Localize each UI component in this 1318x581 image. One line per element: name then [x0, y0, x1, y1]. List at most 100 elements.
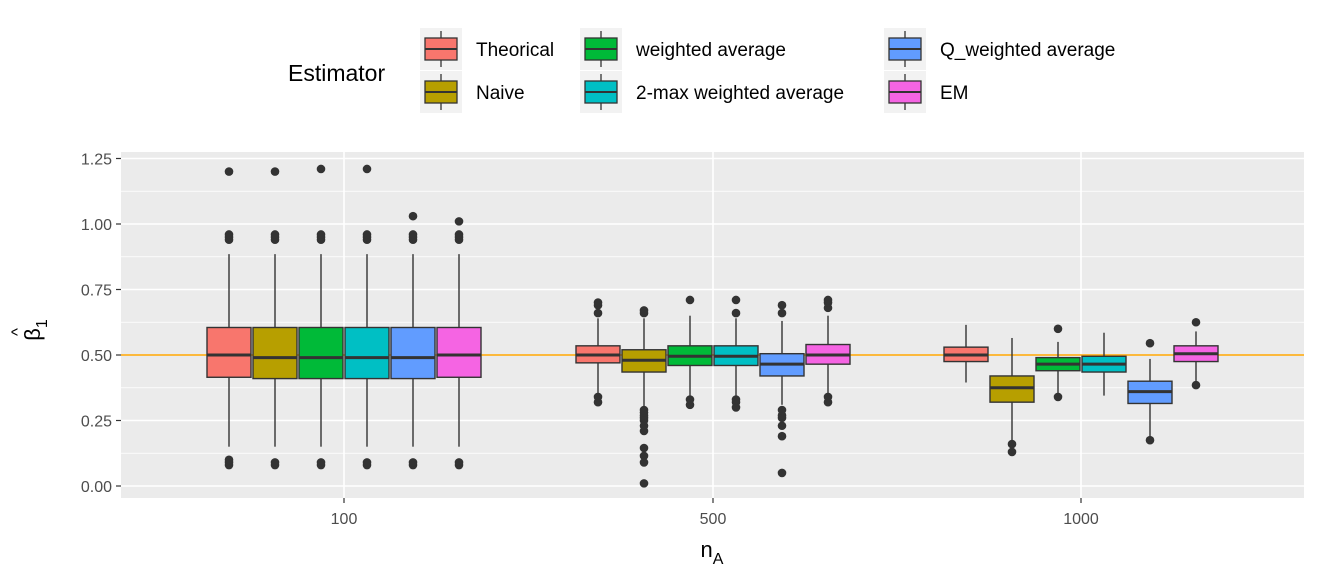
legend-label: Q_weighted average [940, 40, 1115, 61]
legend-label: Naive [476, 83, 525, 104]
y-tick-label: 0.00 [81, 479, 112, 496]
box-group [805, 295, 851, 407]
box-group [989, 337, 1035, 457]
y-axis-title-main: β [20, 328, 45, 341]
x-axis-title-subscript: A [713, 551, 724, 568]
outlier-point [777, 300, 787, 310]
legend-label: 2-max weighted average [636, 83, 844, 104]
legend-item: weighted average [580, 28, 786, 70]
box-group [206, 167, 252, 470]
outlier-point [777, 421, 787, 431]
box-group [1081, 332, 1127, 396]
y-tick-label: 1.25 [81, 152, 112, 169]
outlier-point [224, 230, 234, 239]
legend: Estimator Theorical Naive weighted averag… [288, 28, 1115, 113]
box-group [298, 164, 344, 470]
outlier-point [224, 167, 234, 176]
y-tick-label: 0.50 [81, 348, 112, 365]
outlier-point [1007, 439, 1017, 449]
outlier-point [270, 167, 280, 176]
outlier-point [823, 295, 833, 305]
box-group [1035, 324, 1081, 402]
legend-label: weighted average [635, 40, 786, 61]
outlier-point [270, 458, 280, 467]
outlier-point [454, 217, 464, 226]
y-axis-title-text: β1 [20, 319, 51, 341]
outlier-point [316, 230, 326, 239]
outlier-point [639, 479, 649, 488]
outlier-point [1053, 392, 1063, 402]
box-group [621, 306, 667, 488]
outlier-point [1007, 447, 1017, 457]
y-axis: 0.00 0.25 0.50 0.75 1.00 1.25 [81, 152, 121, 496]
outlier-point [1191, 380, 1201, 390]
box-group [667, 295, 713, 410]
x-axis-title: nA [701, 537, 724, 568]
x-tick-label: 500 [700, 511, 727, 528]
box-group [1173, 317, 1219, 390]
outlier-point [408, 211, 418, 221]
legend-item: Q_weighted average [884, 28, 1115, 70]
box [298, 326, 344, 380]
box [436, 326, 482, 378]
outlier-point [224, 455, 234, 465]
outlier-point [454, 458, 464, 467]
box-group [436, 217, 482, 470]
y-axis-title-hat: ^ [8, 328, 27, 336]
x-axis-title-main: n [701, 537, 713, 562]
outlier-point [777, 468, 787, 478]
outlier-point [639, 405, 649, 415]
box-group [390, 211, 436, 470]
legend-label: EM [940, 83, 969, 104]
outlier-point [685, 295, 695, 305]
outlier-point [270, 230, 280, 239]
boxes [206, 164, 1219, 488]
outlier-point [593, 392, 603, 402]
y-axis-title: β1 ^ [8, 319, 51, 341]
legend-title: Estimator [288, 60, 385, 86]
x-axis: 100 500 1000 [331, 498, 1099, 528]
outlier-point [777, 308, 787, 318]
box-group [759, 300, 805, 478]
legend-items: Theorical Naive weighted average 2-max wei… [420, 28, 1115, 113]
box [206, 326, 252, 378]
outlier-point [639, 443, 649, 453]
box-group [575, 298, 621, 407]
outlier-point [823, 392, 833, 402]
legend-item: Naive [420, 71, 525, 113]
outlier-point [1191, 317, 1201, 327]
box [344, 326, 390, 380]
outlier-point [639, 451, 649, 461]
legend-item: 2-max weighted average [580, 71, 844, 113]
x-tick-label: 1000 [1063, 511, 1099, 528]
outlier-point [731, 308, 741, 318]
box-group [344, 164, 390, 470]
legend-label: Theorical [476, 40, 554, 61]
outlier-point [593, 308, 603, 318]
outlier-point [1145, 435, 1155, 445]
box-group [252, 167, 298, 470]
outlier-point [362, 230, 372, 239]
outlier-point [777, 431, 787, 441]
box [390, 326, 436, 380]
outlier-point [593, 298, 603, 307]
y-axis-title-subscript: 1 [34, 319, 51, 328]
outlier-point [777, 405, 787, 415]
outlier-point [408, 458, 418, 467]
outlier-point [408, 230, 418, 239]
legend-item: EM [884, 71, 969, 113]
outlier-point [362, 164, 372, 174]
y-tick-label: 1.00 [81, 217, 112, 234]
box-group [713, 295, 759, 412]
outlier-point [731, 395, 741, 404]
y-tick-label: 0.25 [81, 414, 112, 431]
outlier-point [316, 164, 326, 174]
legend-item: Theorical [420, 28, 554, 70]
outlier-point [316, 458, 326, 467]
outlier-point [731, 295, 741, 305]
outlier-point [362, 458, 372, 467]
box [252, 326, 298, 380]
outlier-point [1145, 338, 1155, 348]
outlier-point [639, 458, 649, 467]
